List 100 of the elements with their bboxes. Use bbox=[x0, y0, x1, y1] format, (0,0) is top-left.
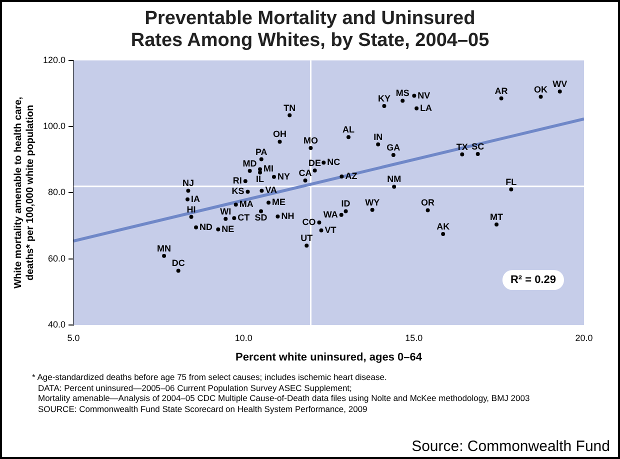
x-tick-label: 5.0 bbox=[67, 332, 80, 343]
point bbox=[224, 216, 228, 221]
series-label: WA bbox=[323, 209, 338, 220]
series-label: OH bbox=[273, 129, 287, 140]
series-label: NH bbox=[281, 211, 294, 221]
series-label: AR bbox=[494, 86, 508, 96]
series-label: NV bbox=[418, 90, 430, 100]
series-label: CO bbox=[302, 216, 316, 227]
series-label: IA bbox=[191, 194, 201, 204]
series-label: UT bbox=[300, 233, 314, 244]
point bbox=[319, 228, 324, 232]
series-label: DC bbox=[172, 258, 186, 268]
point bbox=[322, 160, 326, 165]
series-label: LA bbox=[420, 102, 433, 113]
point bbox=[494, 222, 499, 226]
point bbox=[412, 94, 416, 98]
point bbox=[538, 94, 543, 99]
series-label: OR bbox=[421, 198, 436, 208]
text: Mortality amenable—Analysis of 2004–05 CDC Multiple Cause-of-Death data files using Nolte and McKee methodology, BMJ 2003 bbox=[37, 393, 531, 404]
point bbox=[258, 170, 262, 175]
series-label: CA bbox=[298, 168, 312, 178]
point bbox=[340, 174, 344, 178]
point bbox=[339, 212, 344, 217]
point bbox=[304, 244, 309, 248]
point bbox=[400, 98, 405, 103]
series-label: SD bbox=[254, 212, 268, 223]
x-tick-label: 15.0 bbox=[405, 332, 423, 343]
series-label: NE bbox=[222, 224, 234, 234]
series-label: CT bbox=[238, 212, 250, 223]
y-tick-label: 120.0 bbox=[42, 54, 66, 65]
chart-title: Preventable Mortality and Uninsured Rates Among Whites, by State, 2004–05 bbox=[130, 7, 490, 52]
point bbox=[312, 168, 317, 173]
point bbox=[303, 178, 308, 182]
point bbox=[460, 152, 464, 156]
point bbox=[499, 96, 504, 100]
series-label: AL bbox=[342, 124, 355, 135]
point bbox=[288, 113, 292, 118]
point bbox=[308, 146, 313, 150]
series-label: GA bbox=[386, 142, 401, 152]
series-label: IL bbox=[256, 174, 265, 184]
series-label: MO bbox=[303, 136, 318, 146]
point bbox=[186, 197, 190, 202]
series-label: NC bbox=[327, 157, 341, 168]
y-tick-label: 40.0 bbox=[48, 319, 66, 330]
text: DATA: Percent uninsured—2005–06 Current Population Survey ASEC Supplement; bbox=[37, 382, 353, 393]
series-label: HI bbox=[186, 204, 196, 214]
series-label: OK bbox=[534, 84, 548, 94]
point bbox=[272, 174, 276, 179]
series-label: NY bbox=[277, 171, 290, 182]
series-label: NM bbox=[387, 174, 402, 184]
point bbox=[194, 225, 198, 230]
point bbox=[246, 190, 250, 194]
series-label: TN bbox=[284, 102, 296, 113]
series-label: AZ bbox=[345, 170, 358, 181]
series-label: RI bbox=[232, 176, 242, 186]
point bbox=[232, 216, 236, 220]
point bbox=[382, 104, 386, 108]
y-axis-title: White mortality amenable to health care, deaths* per 100,000 white population bbox=[12, 96, 36, 289]
point bbox=[276, 214, 280, 219]
point bbox=[259, 209, 264, 214]
series-label: ID bbox=[341, 198, 351, 209]
text: * Age-standardized deaths before age 75 from select causes; includes ischemic heart disease. bbox=[32, 372, 388, 382]
series-label: ME bbox=[272, 197, 286, 208]
point bbox=[376, 142, 380, 146]
series-label: MI bbox=[264, 164, 274, 174]
series-label: MN bbox=[157, 243, 172, 254]
annotation: R² = 0.29 bbox=[510, 274, 556, 286]
point bbox=[344, 209, 348, 214]
y-tick-label: 80.0 bbox=[48, 187, 66, 198]
series-label: PA bbox=[255, 146, 268, 157]
series-label: VT bbox=[324, 224, 337, 235]
point bbox=[176, 268, 180, 273]
series-label: MA bbox=[239, 199, 254, 210]
point bbox=[259, 157, 264, 162]
series-label: VA bbox=[265, 185, 278, 196]
series-label: MS bbox=[396, 88, 410, 98]
series-label: WI bbox=[220, 206, 232, 216]
point bbox=[392, 184, 396, 189]
source-note: Source: Commonwealth Fund bbox=[412, 438, 610, 455]
point bbox=[278, 140, 282, 144]
x-tick-label: 20.0 bbox=[575, 332, 593, 343]
point bbox=[234, 202, 238, 207]
series-label: MD bbox=[242, 158, 258, 168]
series-label: FL bbox=[506, 176, 518, 187]
point bbox=[414, 106, 419, 110]
series-label: MT bbox=[490, 212, 504, 222]
y-tick-label: 60.0 bbox=[48, 253, 66, 264]
point bbox=[509, 187, 514, 192]
x-axis-title: Percent white uninsured, ages 0–64 bbox=[236, 351, 423, 364]
series-label: WY bbox=[365, 197, 380, 208]
point bbox=[317, 220, 322, 224]
series-label: KY bbox=[378, 94, 390, 104]
point bbox=[558, 89, 562, 94]
point bbox=[260, 188, 264, 193]
series-label: ND bbox=[200, 222, 214, 232]
point bbox=[186, 188, 190, 193]
x-tick-label: 10.0 bbox=[234, 332, 252, 343]
point bbox=[258, 167, 262, 172]
series-label: TX bbox=[456, 142, 468, 152]
series-label: WV bbox=[552, 78, 568, 89]
